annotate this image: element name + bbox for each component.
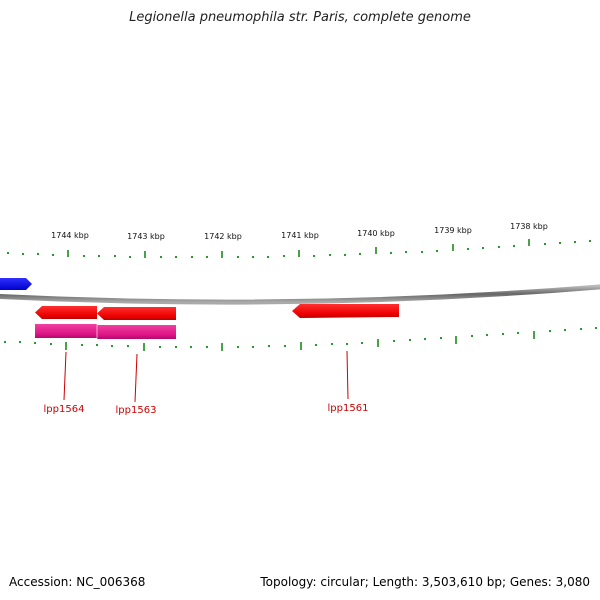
feature-magenta[interactable] — [97, 325, 176, 339]
scale-dot — [190, 255, 194, 259]
gene-reverse-red[interactable] — [97, 307, 176, 320]
scale-dot — [558, 241, 562, 245]
scale-dot — [579, 327, 583, 331]
scale-dot — [408, 338, 412, 342]
gene-label-line — [63, 351, 67, 401]
scale-dot — [314, 343, 318, 347]
feature-magenta[interactable] — [35, 324, 97, 338]
gene-label-line — [134, 353, 138, 403]
scale-dot — [110, 344, 114, 348]
scale-dot — [21, 252, 25, 256]
scale-dot — [158, 345, 162, 349]
scale-dot — [126, 344, 130, 348]
scale-dot — [470, 334, 474, 338]
scale-dot — [82, 254, 86, 258]
scale-dot — [312, 254, 316, 258]
scale-label: 1738 kbp — [510, 222, 548, 231]
scale-dot — [205, 255, 209, 259]
gene-forward-blue[interactable] — [0, 278, 32, 290]
scale-dot — [481, 246, 485, 250]
scale-label: 1739 kbp — [434, 226, 472, 235]
gene-label-lpp1564[interactable]: lpp1564 — [44, 404, 85, 415]
scale-dot — [497, 245, 501, 249]
scale-dot — [588, 239, 592, 243]
scale-dot — [423, 337, 427, 341]
scale-dot — [358, 252, 362, 256]
genome-title: Legionella pneumophila str. Paris, compl… — [129, 10, 471, 25]
gene-label-lpp1563[interactable]: lpp1563 — [116, 405, 157, 416]
scale-dot — [36, 252, 40, 256]
genome-summary-text: Topology: circular; Length: 3,503,610 bp… — [260, 575, 590, 589]
scale-dot — [573, 240, 577, 244]
scale-dot — [97, 254, 101, 258]
gene-label-line — [346, 350, 349, 400]
scale-dot — [543, 242, 547, 246]
scale-label: 1742 kbp — [204, 232, 242, 241]
gene-reverse-red[interactable] — [292, 304, 399, 318]
scale-dot — [113, 254, 117, 258]
scale-dot — [174, 255, 178, 259]
scale-dot — [516, 331, 520, 335]
scale-dot — [420, 250, 424, 254]
scale-dot — [18, 340, 22, 344]
scale-dot — [360, 341, 364, 345]
scale-dot — [345, 342, 349, 346]
scale-dot — [128, 255, 132, 259]
scale-dot — [236, 255, 240, 259]
scale-dot — [283, 344, 287, 348]
scale-dot — [267, 344, 271, 348]
scale-dot — [439, 336, 443, 340]
scale-dot — [6, 251, 10, 255]
scale-dot — [3, 340, 7, 344]
genome-backbone — [0, 284, 600, 305]
upper-scale — [6, 239, 592, 259]
scale-label: 1743 kbp — [127, 232, 165, 241]
scale-dot — [594, 326, 598, 330]
lower-scale — [3, 326, 598, 351]
scale-label: 1740 kbp — [357, 229, 395, 238]
scale-dot — [236, 345, 240, 349]
scale-dot — [392, 339, 396, 343]
scale-dot — [174, 345, 178, 349]
scale-dot — [266, 255, 270, 259]
scale-label: 1741 kbp — [281, 231, 319, 240]
scale-dot — [251, 255, 255, 259]
scale-label: 1744 kbp — [51, 231, 89, 240]
scale-labels: 1744 kbp 1743 kbp 1742 kbp 1741 kbp 1740… — [51, 222, 548, 241]
scale-dot — [159, 255, 163, 259]
scale-dot — [95, 343, 99, 347]
scale-dot — [330, 342, 334, 346]
scale-dot — [563, 328, 567, 332]
scale-dot — [512, 244, 516, 248]
scale-dot — [33, 341, 37, 345]
accession-text: Accession: NC_006368 — [9, 575, 146, 589]
scale-dot — [501, 332, 505, 336]
gene-reverse-red[interactable] — [35, 306, 97, 319]
scale-dot — [51, 253, 55, 257]
scale-dot — [189, 345, 193, 349]
scale-dot — [251, 345, 255, 349]
scale-dot — [343, 253, 347, 257]
scale-dot — [466, 247, 470, 251]
scale-dot — [80, 343, 84, 347]
scale-dot — [485, 333, 489, 337]
scale-dot — [435, 249, 439, 253]
scale-dot — [205, 345, 209, 349]
gene-label-lpp1561[interactable]: lpp1561 — [328, 403, 369, 414]
scale-dot — [49, 342, 53, 346]
scale-dot — [328, 253, 332, 257]
scale-dot — [548, 329, 552, 333]
scale-dot — [389, 251, 393, 255]
scale-dot — [282, 254, 286, 258]
scale-dot — [404, 250, 408, 254]
